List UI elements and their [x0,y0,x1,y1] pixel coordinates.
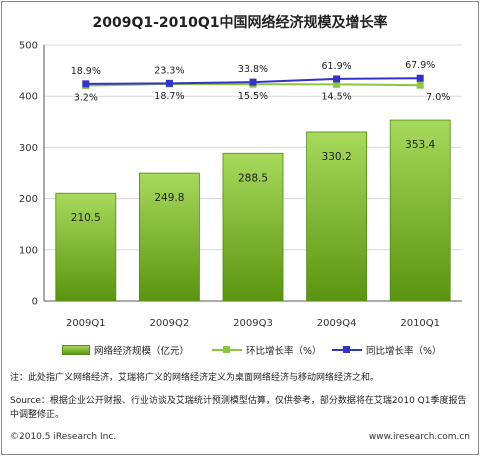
rate-label: 18.7% [154,91,184,102]
y-tick-label: 500 [19,41,38,52]
rate-label: 61.9% [322,61,352,72]
legend-item-qoq: 环比增长率（%） [212,342,322,358]
chart-title: 2009Q1-2010Q1中国网络经济规模及增长率 [92,14,387,31]
bar-value-label: 288.5 [238,172,268,184]
x-tick-label: 2009Q4 [317,318,357,329]
website-link[interactable]: www.iresearch.com.cn [368,432,470,442]
rate-label: 18.9% [71,66,101,77]
rate-lines [82,74,424,90]
data-labels: 210.5 249.8 288.5 330.2 353.4 3.2% 18.7% 15.5% 1… [71,60,451,224]
bar [55,192,117,302]
y-tick-label: 200 [19,194,38,205]
y-tick-label: 0 [32,297,38,308]
legend-line-swatch-yoy [332,344,362,356]
chart-plot: 2009Q1-2010Q1中国网络经济规模及增长率 0 100 200 300 400 5… [19,14,462,329]
legend-label-scale: 网络经济规模（亿元） [94,346,190,357]
bar-value-label: 353.4 [405,139,435,151]
legend-line-swatch-qoq [212,344,242,356]
x-tick-label: 2009Q2 [150,318,190,329]
x-tick-label: 2009Q3 [233,318,273,329]
rate-label: 67.9% [405,60,435,71]
legend-item-yoy: 同比增长率（%） [332,342,442,358]
rate-label: 33.8% [238,64,268,75]
legend-label-yoy: 同比增长率（%） [366,346,442,357]
bar [138,172,200,302]
bar [389,119,451,302]
bar-value-label: 210.5 [71,212,101,224]
legend-item-scale: 网络经济规模（亿元） [62,342,189,358]
bars [55,119,451,302]
legend-bar-swatch [62,345,90,355]
chart-note: 注：此处指广义网络经济，艾瑞将广义的网络经济定义为桌面网络经济与移动网络经济之和… [10,373,380,383]
chart-source: Source：根据企业公开财报、行业访谈及艾瑞统计预测模型估算，仅供参考，部分数… [10,396,467,420]
rate-point [165,79,173,87]
rate-label: 15.5% [238,91,268,102]
x-tick-label: 2010Q1 [400,318,440,329]
bar [306,131,368,302]
bar-value-label: 249.8 [154,192,184,204]
rate-point [249,78,257,86]
rate-label: 7.0% [426,92,450,103]
rate-label: 23.3% [154,65,184,76]
y-tick-label: 400 [19,92,38,103]
rate-point [82,80,90,88]
rate-label: 14.5% [322,91,352,102]
bar-value-label: 330.2 [322,151,352,163]
rate-label: 3.2% [74,93,98,104]
rate-point [333,80,341,88]
bar [222,152,284,302]
legend: 网络经济规模（亿元） 环比增长率（%） 同比增长率（%） [62,342,472,358]
rate-point [416,74,424,82]
footer: ©2010.5 iResearch Inc. www.iresearch.com… [10,432,470,446]
y-tick-label: 300 [19,143,38,154]
x-tick-label: 2009Q1 [66,318,106,329]
copyright: ©2010.5 iResearch Inc. [10,432,117,442]
legend-label-qoq: 环比增长率（%） [246,346,322,357]
rate-point [333,75,341,83]
y-tick-label: 100 [19,245,38,256]
rate-point [416,81,424,89]
